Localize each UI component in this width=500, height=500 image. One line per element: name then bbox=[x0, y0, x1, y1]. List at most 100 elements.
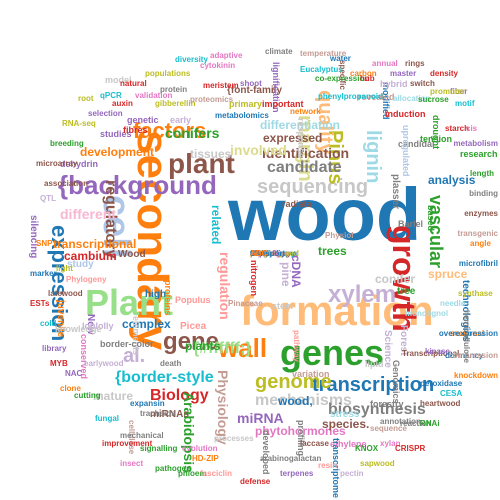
word-202: validation bbox=[135, 91, 173, 100]
word-169: marker bbox=[30, 269, 57, 278]
word-225: section bbox=[250, 249, 279, 258]
word-219: CRISPR bbox=[395, 444, 426, 453]
word-145: shoot bbox=[240, 79, 262, 88]
word-182: carbon bbox=[350, 69, 377, 78]
word-92: important bbox=[262, 99, 304, 109]
word-132: laccase bbox=[300, 439, 329, 448]
word-206: network bbox=[290, 107, 321, 116]
word-164: terpenes bbox=[280, 469, 314, 478]
word-207: co-expression bbox=[315, 74, 370, 83]
word-204: proteomics bbox=[190, 95, 234, 104]
word-123: signalling bbox=[140, 444, 178, 453]
word-228: vessel bbox=[250, 249, 275, 258]
word-117: sequence bbox=[370, 424, 407, 433]
word-32: different bbox=[60, 206, 116, 222]
word-76: miRNAs bbox=[150, 409, 189, 420]
word-122: kinase bbox=[425, 347, 450, 356]
word-172: association bbox=[44, 179, 89, 188]
word-116: improvement bbox=[102, 439, 153, 448]
word-211: promoter bbox=[430, 87, 466, 96]
word-102: developed bbox=[261, 430, 271, 475]
word-205: metabolomics bbox=[215, 111, 269, 120]
word-104: fibres bbox=[123, 125, 148, 135]
word-90: response bbox=[296, 118, 306, 159]
word-80: nitrogen bbox=[249, 260, 259, 296]
word-33: transcriptional bbox=[53, 237, 137, 251]
word-224: staining bbox=[250, 249, 281, 258]
word-4: genes bbox=[280, 332, 385, 373]
word-107: border-color bbox=[100, 339, 154, 349]
word-20: factors bbox=[133, 118, 207, 143]
word-178: adaptive bbox=[210, 51, 243, 60]
word-36: identification bbox=[262, 145, 350, 161]
word-235: vacuole bbox=[250, 249, 280, 258]
word-114: mechanical bbox=[120, 431, 164, 440]
word-220: mutant bbox=[250, 249, 277, 258]
word-188: synthase bbox=[458, 289, 493, 298]
word-199: microarray bbox=[36, 159, 78, 168]
word-94: profiling bbox=[296, 420, 306, 456]
word-99: loblolly bbox=[82, 321, 114, 331]
word-234: autolysis bbox=[250, 249, 285, 258]
word-238: transport bbox=[250, 249, 286, 258]
word-216: overexpression bbox=[438, 329, 498, 338]
word-42: cambium bbox=[64, 249, 117, 263]
word-69: plasser bbox=[390, 174, 401, 210]
word-103: ethylene bbox=[330, 439, 367, 449]
word-161: heartwood bbox=[420, 399, 461, 408]
word-106: based bbox=[426, 205, 436, 232]
word-208: hub bbox=[360, 74, 375, 83]
word-118: Phylogeny bbox=[66, 275, 107, 284]
word-91: studies bbox=[100, 129, 132, 139]
word-210: switch bbox=[410, 79, 435, 88]
word-173: breeding bbox=[50, 139, 84, 148]
word-151: light bbox=[56, 264, 73, 273]
word-66: wood, bbox=[278, 394, 313, 408]
word-213: cis bbox=[466, 124, 478, 133]
word-194: expansin bbox=[130, 399, 165, 408]
word-82: Barlel bbox=[398, 219, 424, 229]
word-170: SNP bbox=[36, 239, 53, 248]
word-40: miRNA bbox=[237, 410, 284, 426]
word-14: al. bbox=[123, 345, 146, 367]
word-142: tracheids bbox=[140, 409, 176, 418]
word-52: plants bbox=[185, 339, 221, 353]
word-0: wood bbox=[228, 173, 422, 256]
word-237: membrane bbox=[250, 249, 291, 258]
word-166: pathogen bbox=[155, 464, 191, 473]
word-212: motif bbox=[455, 99, 475, 108]
word-184: sucrose bbox=[418, 95, 449, 104]
word-113: processes bbox=[214, 434, 254, 443]
word-111: death bbox=[160, 359, 182, 368]
word-63: silencing bbox=[28, 215, 39, 259]
word-19: {border-style bbox=[115, 369, 214, 386]
word-168: fungal bbox=[95, 414, 119, 423]
word-165: defense bbox=[240, 477, 271, 486]
word-87: model bbox=[105, 75, 132, 85]
word-10: plant bbox=[168, 148, 235, 179]
word-198: ESTs bbox=[30, 299, 50, 308]
word-71: revealed bbox=[358, 92, 395, 102]
word-124: Physiol bbox=[325, 231, 354, 240]
word-54: complex bbox=[122, 317, 171, 331]
word-155: fiber bbox=[450, 87, 468, 96]
word-43: trees bbox=[318, 244, 347, 258]
word-147: needle bbox=[440, 299, 466, 308]
word-214: binding bbox=[469, 189, 498, 198]
word-192: arabinogalactan bbox=[260, 454, 322, 463]
word-181: water bbox=[330, 54, 351, 63]
word-156: length bbox=[470, 169, 494, 178]
word-6: Plant bbox=[85, 282, 174, 323]
word-139: Pinaceae bbox=[228, 299, 263, 308]
word-79: candidal bbox=[398, 139, 435, 149]
word-209: master bbox=[390, 69, 417, 78]
word-31: regulation bbox=[217, 252, 233, 320]
word-134: MYB bbox=[50, 359, 68, 368]
word-81: radiata bbox=[282, 199, 312, 209]
word-115: Transcriptional bbox=[402, 349, 460, 358]
word-27: candidate bbox=[267, 159, 342, 176]
word-141: earlywood bbox=[84, 359, 124, 368]
word-77: variation bbox=[292, 369, 330, 379]
word-126: monolignol bbox=[405, 309, 449, 318]
word-175: natural bbox=[120, 79, 147, 88]
